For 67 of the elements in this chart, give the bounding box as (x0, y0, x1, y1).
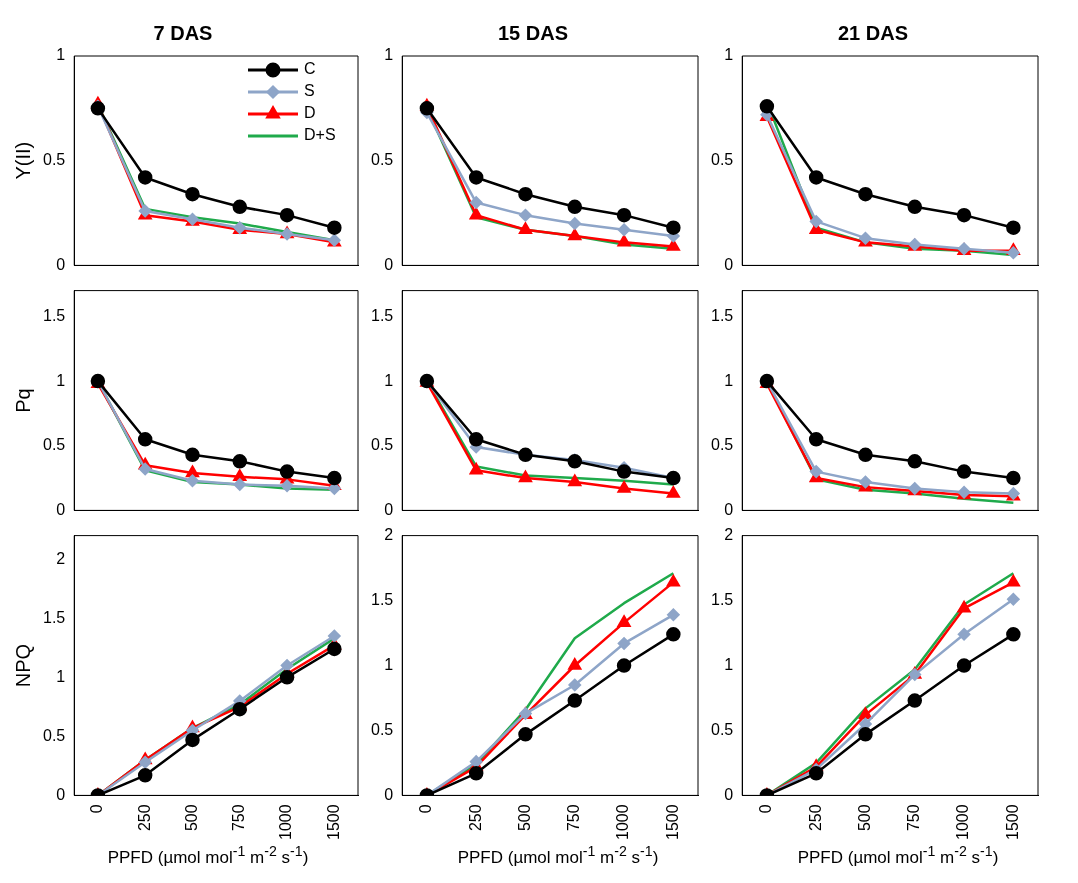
y-tick-label: 1.5 (370, 590, 394, 608)
legend-label: D (304, 104, 316, 122)
chart-title: 21 DAS (837, 21, 909, 44)
y-tick-label: 2 (384, 526, 394, 544)
y-axis-title: Y(II) (11, 141, 34, 180)
y-tick-label: 0.5 (42, 151, 66, 169)
legend-label: C (304, 60, 316, 78)
y-tick-label: 1 (56, 46, 66, 64)
y-tick-label: 0 (384, 500, 394, 518)
x-tick-label: 250 (135, 804, 153, 832)
y-tick-label: 0 (56, 255, 66, 273)
legend-label: D+S (304, 126, 336, 144)
y-axis-title: Pq (11, 388, 34, 413)
y-tick-label: 0.5 (710, 151, 734, 169)
y-tick-label: 2 (56, 549, 66, 567)
y-tick-label: 1.5 (42, 306, 66, 324)
y-tick-label: 1 (724, 46, 734, 64)
x-tick-label: 750 (230, 804, 248, 832)
y-tick-label: 1 (724, 655, 734, 673)
y-tick-label: 1 (384, 46, 394, 64)
y-tick-label: 0.5 (42, 436, 66, 454)
x-tick-label: 1500 (1003, 804, 1021, 840)
y-tick-label: 1 (56, 371, 66, 389)
y-tick-label: 2 (724, 526, 734, 544)
x-tick-label: 750 (905, 804, 923, 832)
x-axis-title: PPFD (µmol mol$^{-1}$ m$^{-2}$ s$^{-1}$) (456, 843, 660, 868)
legend-label: S (304, 82, 315, 100)
y-tick-label: 0.5 (370, 151, 394, 169)
x-axis-title: PPFD (µmol mol$^{-1}$ m$^{-2}$ s$^{-1}$) (796, 843, 1000, 868)
y-tick-label: 1 (384, 655, 394, 673)
y-tick-label: 0.5 (710, 436, 734, 454)
x-tick-label: 1000 (614, 804, 632, 840)
x-axis-title: PPFD (µmol mol$^{-1}$ m$^{-2}$ s$^{-1}$) (106, 843, 310, 868)
y-tick-label: 1 (724, 371, 734, 389)
x-tick-label: 0 (417, 804, 435, 814)
x-tick-label: 0 (88, 804, 106, 814)
y-tick-label: 1.5 (42, 608, 66, 626)
y-tick-label: 1 (384, 371, 394, 389)
x-tick-label: 1000 (954, 804, 972, 840)
chart-title: 15 DAS (497, 21, 569, 44)
x-tick-label: 500 (182, 804, 200, 832)
x-tick-label: 500 (515, 804, 533, 832)
y-tick-label: 0 (56, 785, 66, 803)
y-tick-label: 0 (724, 255, 734, 273)
x-tick-label: 750 (565, 804, 583, 832)
y-tick-label: 1.5 (710, 590, 734, 608)
y-tick-label: 1 (56, 667, 66, 685)
x-tick-label: 250 (466, 804, 484, 832)
x-tick-label: 0 (757, 804, 775, 814)
y-tick-label: 0 (724, 785, 734, 803)
y-axis-title: NPQ (11, 643, 34, 688)
x-tick-label: 250 (806, 804, 824, 832)
y-tick-label: 0 (384, 785, 394, 803)
y-tick-label: 0 (56, 500, 66, 518)
y-tick-label: 0 (384, 255, 394, 273)
x-tick-label: 1000 (277, 804, 295, 840)
x-tick-label: 1500 (324, 804, 342, 840)
y-tick-label: 0.5 (42, 726, 66, 744)
y-tick-label: 0 (724, 500, 734, 518)
x-tick-label: 500 (855, 804, 873, 832)
y-tick-label: 0.5 (370, 720, 394, 738)
chart-title: 7 DAS (153, 21, 213, 44)
y-tick-label: 1.5 (370, 306, 394, 324)
y-tick-label: 1.5 (710, 306, 734, 324)
x-tick-label: 1500 (663, 804, 681, 840)
y-tick-label: 0.5 (710, 720, 734, 738)
y-tick-label: 0.5 (370, 436, 394, 454)
